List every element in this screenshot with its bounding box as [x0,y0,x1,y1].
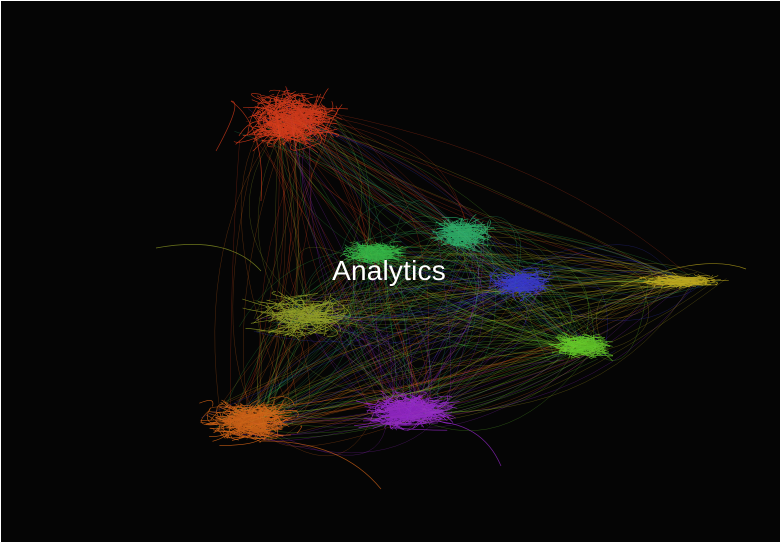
cluster-red [233,86,349,153]
graph-clusters [155,86,747,490]
cluster-blue [487,267,555,302]
inter-cluster-edges-olive [249,114,702,442]
cluster-purple [354,390,460,431]
cluster-light-green [339,241,409,266]
tendril-edge [620,263,747,287]
inter-cluster-edges-yellow [218,119,727,440]
inter-cluster-edges-purple [233,88,699,456]
cluster-olive [242,291,358,341]
inter-cluster-edges-red [226,97,701,431]
tendril-edge [420,420,502,467]
cluster-lime [548,332,614,362]
tendril-edge [230,100,262,202]
graph-edges [200,88,727,457]
cluster-green [430,213,497,253]
cluster-yellow [639,271,729,289]
tendril-edge [155,244,262,272]
cluster-orange [199,396,303,446]
tendril-edge [215,100,236,152]
tendril-edge [260,440,382,490]
